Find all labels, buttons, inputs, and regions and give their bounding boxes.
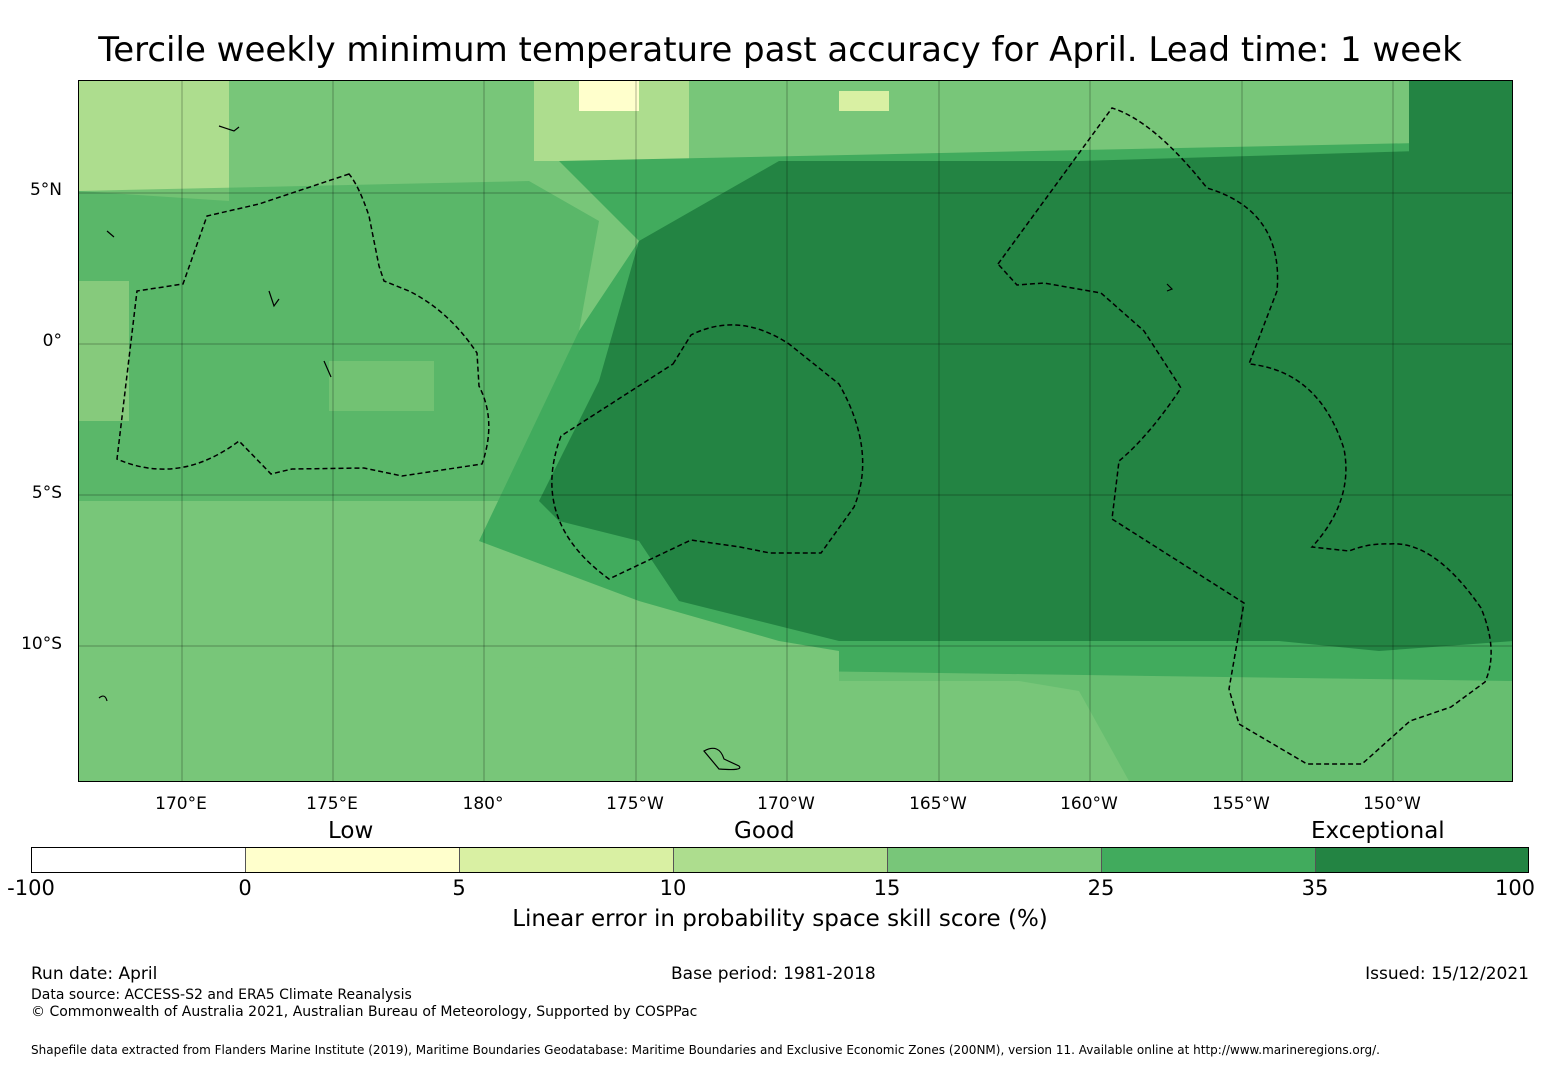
lon-label-170e: 170°E <box>155 794 207 814</box>
issued-date: Issued: 15/12/2021 <box>1365 964 1529 984</box>
colorbar-segment <box>888 848 1102 872</box>
lon-label-175e: 175°E <box>306 794 358 814</box>
lat-label-equator: 0° <box>42 331 62 351</box>
lat-label-5n: 5°N <box>29 180 62 200</box>
eez-boundary-west <box>116 173 490 477</box>
colorbar-segment <box>246 848 460 872</box>
exceptional-skill-region <box>539 82 1512 651</box>
colorbar-segment <box>1102 848 1316 872</box>
lon-label-180: 180° <box>462 794 504 814</box>
colorbar-tick: 0 <box>238 876 252 900</box>
category-low: Low <box>328 818 374 844</box>
island-outline <box>1166 283 1174 292</box>
map-canvas <box>79 81 1512 781</box>
shapefile-credit: Shapefile data extracted from Flanders M… <box>31 1043 1380 1057</box>
colorbar-tick: 5 <box>452 876 466 900</box>
lon-label-150w: 150°W <box>1363 794 1421 814</box>
island-outline <box>98 695 108 702</box>
mid-skill-region-south <box>839 641 1129 681</box>
eez-boundary-central <box>551 324 864 580</box>
copyright-notice: © Commonwealth of Australia 2021, Austra… <box>31 1004 698 1020</box>
low-skill-cell <box>839 91 889 111</box>
graticule <box>79 81 1512 781</box>
colorbar-segment <box>674 848 888 872</box>
colorbar-segment <box>460 848 674 872</box>
colorbar <box>31 847 1529 873</box>
eez-boundaries <box>116 107 1492 765</box>
lat-label-5s: 5°S <box>31 483 62 503</box>
colorbar-segment <box>1316 848 1528 872</box>
exceptional-skill-region-northeast <box>1409 81 1512 181</box>
coastlines <box>98 125 1174 771</box>
colorbar-tick: 15 <box>873 876 901 900</box>
lat-label-10s: 10°S <box>21 634 62 654</box>
colorbar-tick: 35 <box>1301 876 1329 900</box>
island-outline <box>268 290 280 308</box>
good-skill-region-south <box>79 661 1512 781</box>
low-skill-region-northwest <box>79 81 229 201</box>
lon-label-170w: 170°W <box>757 794 815 814</box>
run-date: Run date: April <box>31 964 158 984</box>
colorbar-segment <box>32 848 246 872</box>
colorbar-tick: 10 <box>659 876 687 900</box>
island-outline <box>106 230 115 238</box>
skill-score-map <box>78 80 1513 782</box>
island-outline <box>218 125 240 132</box>
eez-boundary-east <box>997 107 1492 765</box>
very-low-skill-cell <box>579 81 639 111</box>
lon-label-175w: 175°W <box>606 794 664 814</box>
lon-label-155w: 155°W <box>1212 794 1270 814</box>
island-outline <box>703 747 741 771</box>
colorbar-tick: 100 <box>1494 876 1536 900</box>
base-period: Base period: 1981-2018 <box>671 964 876 984</box>
lon-label-160w: 160°W <box>1060 794 1118 814</box>
mid-skill-region-west <box>79 181 599 501</box>
data-source: Data source: ACCESS-S2 and ERA5 Climate … <box>31 987 412 1003</box>
colorbar-tick: -100 <box>7 876 55 900</box>
lon-label-165w: 165°W <box>909 794 967 814</box>
colorbar-tick: 25 <box>1087 876 1115 900</box>
category-good: Good <box>734 818 795 844</box>
colorbar-label: Linear error in probability space skill … <box>512 906 1048 932</box>
island-outline <box>323 360 332 378</box>
low-skill-region-north <box>534 81 689 161</box>
map-title: Tercile weekly minimum temperature past … <box>98 30 1462 70</box>
category-exceptional: Exceptional <box>1311 818 1445 844</box>
